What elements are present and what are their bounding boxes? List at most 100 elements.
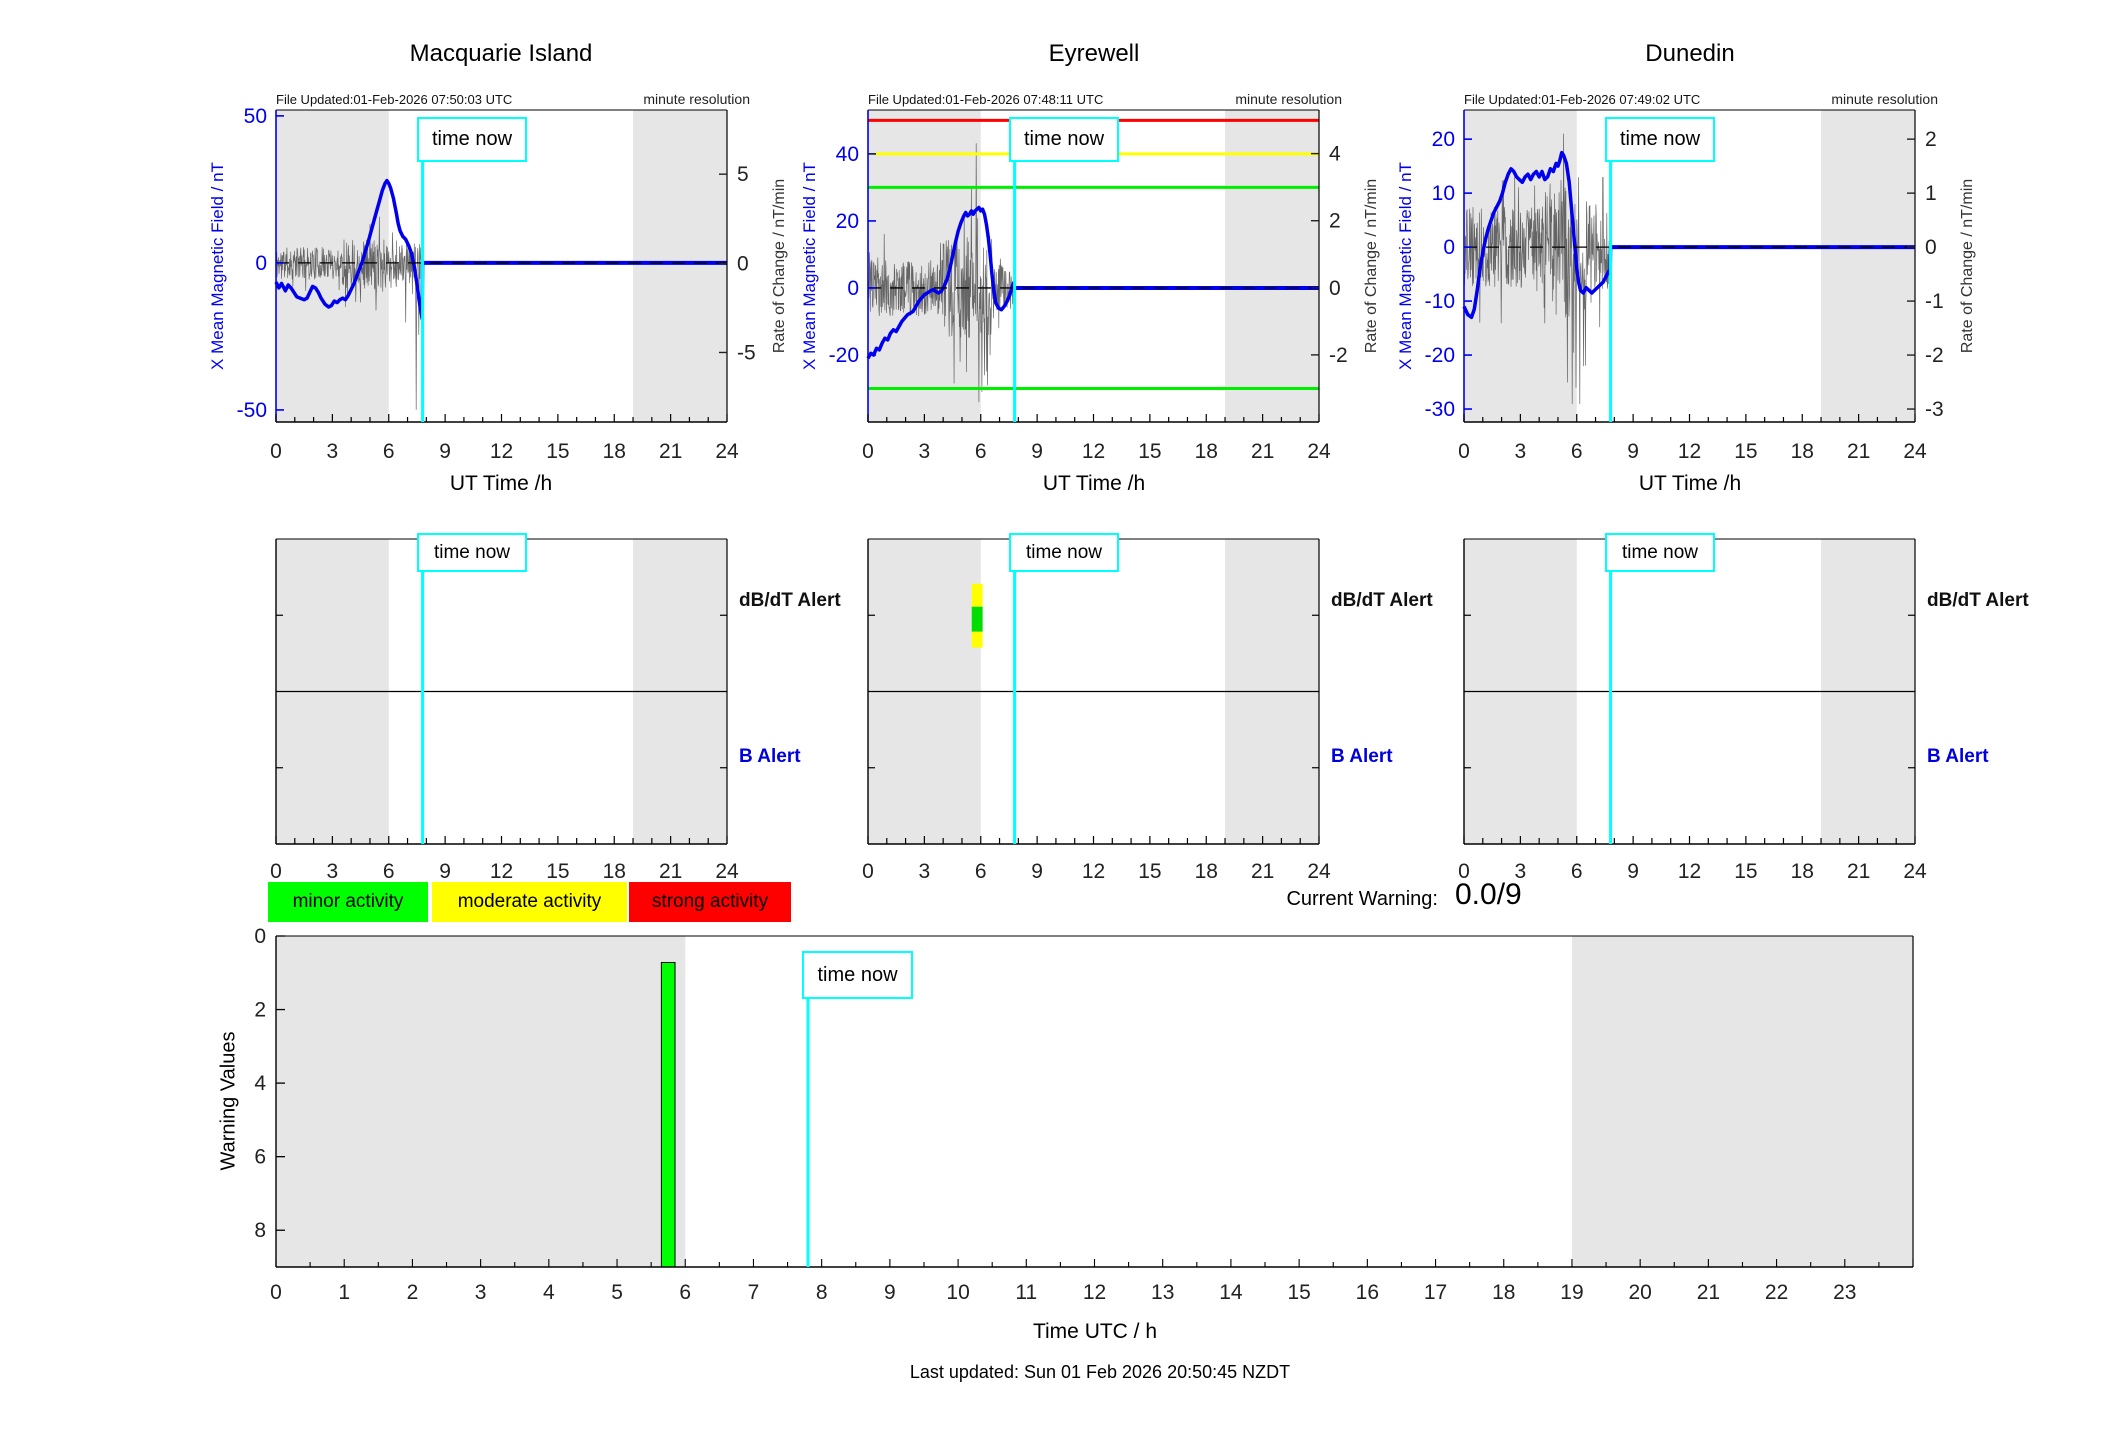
left-axis-tick-label: -10 bbox=[1425, 290, 1455, 313]
minute-resolution-label: minute resolution bbox=[643, 91, 750, 107]
x-axis-tick-label: 15 bbox=[1138, 860, 1161, 883]
x-axis-tick-label: 16 bbox=[1356, 1281, 1379, 1304]
mean-field-trace bbox=[866, 205, 1017, 360]
x-axis-tick-label: 12 bbox=[1082, 860, 1105, 883]
right-axis-tick-label: 4 bbox=[1329, 143, 1341, 166]
b-alert-label: B Alert bbox=[1927, 746, 1989, 767]
right-axis-tick-label: 1 bbox=[1925, 182, 1937, 205]
x-axis-tick-label: 18 bbox=[1492, 1281, 1515, 1304]
day-night-shade bbox=[633, 110, 727, 422]
x-axis-tick-label: 3 bbox=[327, 440, 339, 463]
x-axis-tick-label: 21 bbox=[1697, 1281, 1720, 1304]
x-axis-tick-label: 0 bbox=[270, 860, 282, 883]
x-axis-tick-label: 10 bbox=[946, 1281, 969, 1304]
x-axis-tick-label: 15 bbox=[1734, 860, 1757, 883]
left-axis-tick-label: 50 bbox=[244, 105, 267, 128]
x-axis-tick-label: 15 bbox=[1734, 440, 1757, 463]
day-night-shade bbox=[868, 110, 981, 422]
x-axis-tick-label: 0 bbox=[1458, 860, 1470, 883]
dbdt-alert-label: dB/dT Alert bbox=[1331, 590, 1433, 611]
x-axis-tick-label: 8 bbox=[816, 1281, 828, 1304]
x-axis-tick-label: 21 bbox=[1251, 860, 1274, 883]
x-axis-tick-label: 6 bbox=[1571, 860, 1583, 883]
x-axis-tick-label: 23 bbox=[1833, 1281, 1856, 1304]
x-axis-tick-label: 22 bbox=[1765, 1281, 1788, 1304]
alert-event-bar bbox=[971, 631, 983, 648]
right-axis-tick-label: -2 bbox=[1925, 344, 1944, 367]
x-axis-tick-label: 17 bbox=[1424, 1281, 1447, 1304]
x-axis-tick-label: 0 bbox=[270, 440, 282, 463]
time-now-flag: time now bbox=[1009, 117, 1119, 162]
x-axis-tick-label: 6 bbox=[975, 860, 987, 883]
current-warning-value: 0.0/9 bbox=[1455, 878, 1522, 911]
x-axis-tick-label: 19 bbox=[1560, 1281, 1583, 1304]
x-axis-tick-label: 24 bbox=[715, 440, 739, 463]
file-updated-label: File Updated:01-Feb-2026 07:50:03 UTC bbox=[276, 92, 513, 107]
x-axis-tick-label: 12 bbox=[490, 860, 513, 883]
right-axis-tick-label: 5 bbox=[737, 163, 749, 186]
x-axis-tick-label: 6 bbox=[975, 440, 987, 463]
x-axis-tick-label: 6 bbox=[679, 1281, 691, 1304]
legend-minor-activity: minor activity bbox=[268, 882, 428, 922]
x-axis-tick-label: 18 bbox=[1195, 860, 1218, 883]
x-axis-tick-label: 6 bbox=[383, 860, 395, 883]
station-title-eyrewell: Eyrewell bbox=[1048, 40, 1140, 67]
x-axis-tick-label: 15 bbox=[546, 440, 569, 463]
day-night-shade bbox=[1821, 110, 1915, 422]
left-axis-tick-label: 20 bbox=[836, 210, 859, 233]
x-axis-tick-label: 21 bbox=[659, 440, 682, 463]
x-mean-field-axis-label: X Mean Magnetic Field / nT bbox=[1396, 162, 1415, 370]
x-axis-tick-label: 18 bbox=[1195, 440, 1218, 463]
x-axis-tick-label: 3 bbox=[919, 860, 931, 883]
x-axis-tick-label: 9 bbox=[1627, 860, 1639, 883]
x-axis-tick-label: 4 bbox=[543, 1281, 555, 1304]
mean-field-trace bbox=[1462, 150, 1613, 320]
x-axis-tick-label: 18 bbox=[603, 860, 626, 883]
left-axis-tick-label: 0 bbox=[847, 277, 859, 300]
left-axis-tick-label: 40 bbox=[836, 143, 859, 166]
time-now-flag: time now bbox=[802, 951, 913, 999]
left-axis-tick-label: -20 bbox=[1425, 344, 1455, 367]
ut-time-axis-label: UT Time /h bbox=[449, 472, 553, 495]
x-axis-tick-label: 11 bbox=[1015, 1281, 1037, 1304]
x-axis-tick-label: 2 bbox=[407, 1281, 419, 1304]
x-axis-tick-label: 0 bbox=[270, 1281, 282, 1304]
x-axis-tick-label: 20 bbox=[1628, 1281, 1651, 1304]
x-axis-tick-label: 3 bbox=[1515, 440, 1527, 463]
x-axis-tick-label: 21 bbox=[1251, 440, 1274, 463]
dbdt-alert-label: dB/dT Alert bbox=[1927, 590, 2029, 611]
x-axis-tick-label: 12 bbox=[490, 440, 513, 463]
y-axis-tick-label: 6 bbox=[254, 1146, 266, 1169]
right-axis-tick-label: 2 bbox=[1329, 210, 1341, 233]
minute-resolution-label: minute resolution bbox=[1831, 91, 1938, 107]
time-now-flag: time now bbox=[1605, 117, 1715, 162]
last-updated-label: Last updated: Sun 01 Feb 2026 20:50:45 N… bbox=[909, 1362, 1291, 1382]
x-axis-tick-label: 9 bbox=[1627, 440, 1639, 463]
mean-field-trace bbox=[274, 178, 425, 321]
left-axis-tick-label: 10 bbox=[1432, 182, 1455, 205]
y-axis-tick-label: 0 bbox=[254, 925, 266, 948]
x-axis-tick-label: 3 bbox=[919, 440, 931, 463]
right-axis-tick-label: 0 bbox=[1329, 277, 1341, 300]
file-updated-label: File Updated:01-Feb-2026 07:48:11 UTC bbox=[868, 92, 1104, 107]
time-now-flag: time now bbox=[417, 533, 527, 572]
x-axis-tick-label: 3 bbox=[475, 1281, 487, 1304]
rate-of-change-axis-label: Rate of Change / nT/min bbox=[1959, 178, 1976, 354]
day-night-shade bbox=[1225, 110, 1319, 422]
x-axis-tick-label: 9 bbox=[439, 860, 451, 883]
x-axis-tick-label: 6 bbox=[383, 440, 395, 463]
x-axis-tick-label: 15 bbox=[1138, 440, 1161, 463]
x-axis-tick-label: 15 bbox=[1287, 1281, 1310, 1304]
x-axis-tick-label: 0 bbox=[862, 440, 874, 463]
x-axis-tick-label: 3 bbox=[327, 860, 339, 883]
left-axis-tick-label: -20 bbox=[829, 344, 859, 367]
right-axis-tick-label: -3 bbox=[1925, 398, 1944, 421]
alert-event-bar bbox=[971, 583, 983, 607]
x-axis-tick-label: 3 bbox=[1515, 860, 1527, 883]
y-axis-tick-label: 2 bbox=[254, 999, 266, 1022]
x-mean-field-axis-label: X Mean Magnetic Field / nT bbox=[800, 162, 819, 370]
rate-of-change-axis-label: Rate of Change / nT/min bbox=[1363, 178, 1380, 354]
x-axis-tick-label: 12 bbox=[1082, 440, 1105, 463]
left-axis-tick-label: 0 bbox=[255, 252, 267, 275]
